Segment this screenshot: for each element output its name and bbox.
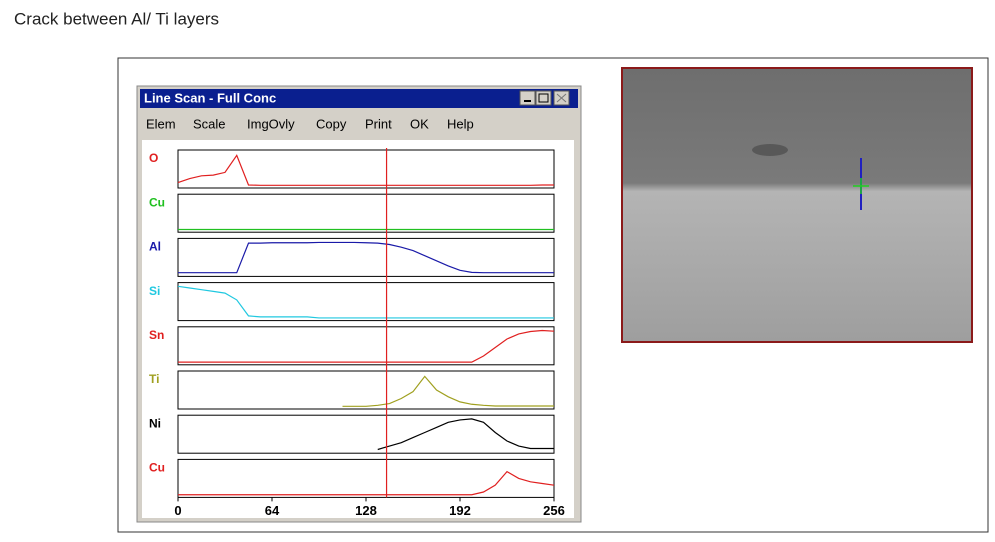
x-tick-label: 64 (265, 503, 280, 518)
series-line (177, 154, 554, 186)
line-scan: O Cu Al Si Sn Ti Ni Cu 0 64 128 192 256 (149, 148, 565, 518)
menu-bar: Elem Scale ImgOvly Copy Print OK Help (146, 116, 474, 131)
icon (538, 93, 549, 103)
crack (752, 144, 788, 156)
series-line (342, 375, 554, 407)
panel (177, 193, 555, 233)
icon (556, 93, 567, 103)
series-line (178, 241, 554, 274)
series-line (178, 470, 555, 496)
minimize-button[interactable] (519, 90, 536, 106)
series-line (177, 285, 554, 319)
legend-label: Sn (149, 328, 164, 342)
menu-item[interactable]: Scale (193, 116, 226, 131)
menu-item[interactable]: Print (365, 116, 392, 131)
series-line (178, 329, 555, 363)
legend-label: Cu (149, 195, 165, 209)
x-tick-label: 0 (174, 503, 181, 518)
panel (177, 370, 555, 410)
maximize-button[interactable] (535, 90, 552, 106)
menu-item[interactable]: Help (447, 116, 474, 131)
x-tick-label: 128 (355, 503, 377, 518)
caption: Crack between Al/ Ti layers (14, 9, 219, 28)
window-title: Line Scan - Full Conc (144, 90, 276, 105)
legend-label: Ni (149, 416, 161, 430)
crosshair (853, 178, 869, 194)
legend-label: Ti (149, 372, 159, 386)
legend-label: O (149, 151, 158, 165)
window-buttons[interactable] (519, 90, 570, 106)
panel (177, 149, 555, 189)
sem-image (621, 67, 973, 343)
x-tick-label: 256 (543, 503, 565, 518)
legend-label: Al (149, 240, 161, 254)
panel (177, 414, 555, 454)
menu-item[interactable]: Copy (316, 116, 347, 131)
panel (177, 326, 555, 366)
menu-item[interactable]: ImgOvly (247, 116, 295, 131)
x-tick-label: 192 (449, 503, 471, 518)
menu-item[interactable]: OK (410, 116, 429, 131)
series-line (377, 418, 554, 451)
panel (177, 282, 555, 322)
title-bar (140, 89, 578, 108)
panel (177, 458, 555, 498)
legend-label: Cu (149, 461, 165, 475)
legend-label: Si (149, 284, 160, 298)
panel (177, 237, 555, 277)
menu-item[interactable]: Elem (146, 116, 176, 131)
